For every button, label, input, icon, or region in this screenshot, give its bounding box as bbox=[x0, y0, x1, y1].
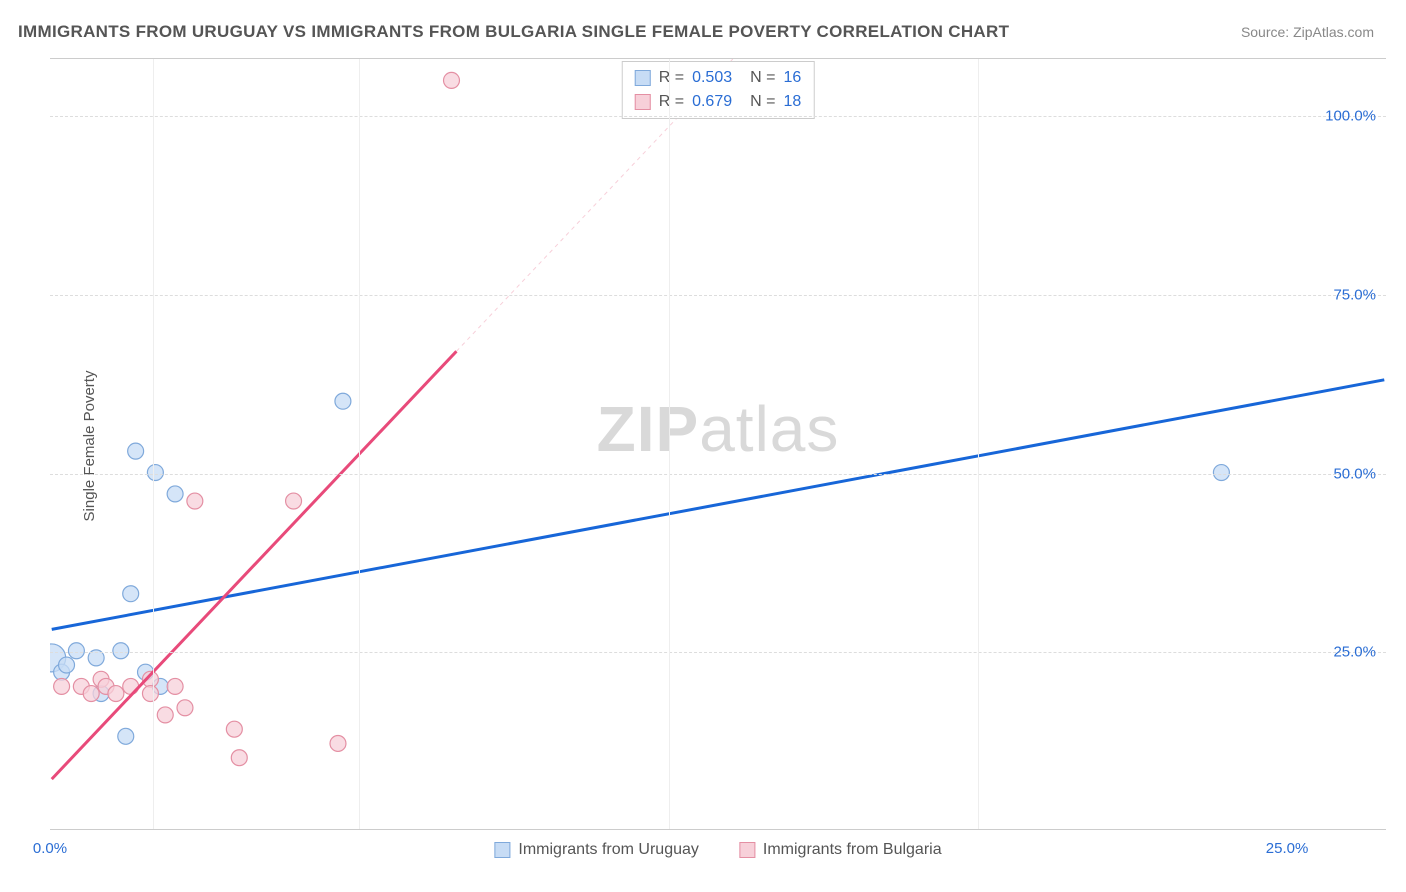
swatch-bulgaria bbox=[635, 94, 651, 110]
source-attribution: Source: ZipAtlas.com bbox=[1241, 24, 1374, 40]
chart-title: IMMIGRANTS FROM URUGUAY VS IMMIGRANTS FR… bbox=[18, 22, 1009, 42]
scatter-plot bbox=[50, 59, 1386, 829]
chart-area: ZIPatlas R = 0.503 N = 16 R = 0.679 N = … bbox=[50, 58, 1386, 830]
swatch-bulgaria bbox=[739, 842, 755, 858]
x-tick-label: 0.0% bbox=[33, 840, 67, 857]
y-tick-label: 75.0% bbox=[1333, 286, 1376, 303]
legend-item-uruguay: Immigrants from Uruguay bbox=[494, 841, 699, 859]
x-tick-label: 25.0% bbox=[1266, 840, 1309, 857]
legend-row-bulgaria: R = 0.679 N = 18 bbox=[635, 90, 802, 114]
y-tick-label: 25.0% bbox=[1333, 644, 1376, 661]
swatch-uruguay bbox=[494, 842, 510, 858]
correlation-legend: R = 0.503 N = 16 R = 0.679 N = 18 bbox=[622, 61, 815, 119]
y-tick-label: 50.0% bbox=[1333, 465, 1376, 482]
legend-item-bulgaria: Immigrants from Bulgaria bbox=[739, 841, 942, 859]
legend-row-uruguay: R = 0.503 N = 16 bbox=[635, 66, 802, 90]
swatch-uruguay bbox=[635, 70, 651, 86]
series-legend: Immigrants from Uruguay Immigrants from … bbox=[494, 841, 941, 859]
y-tick-label: 100.0% bbox=[1325, 108, 1376, 125]
